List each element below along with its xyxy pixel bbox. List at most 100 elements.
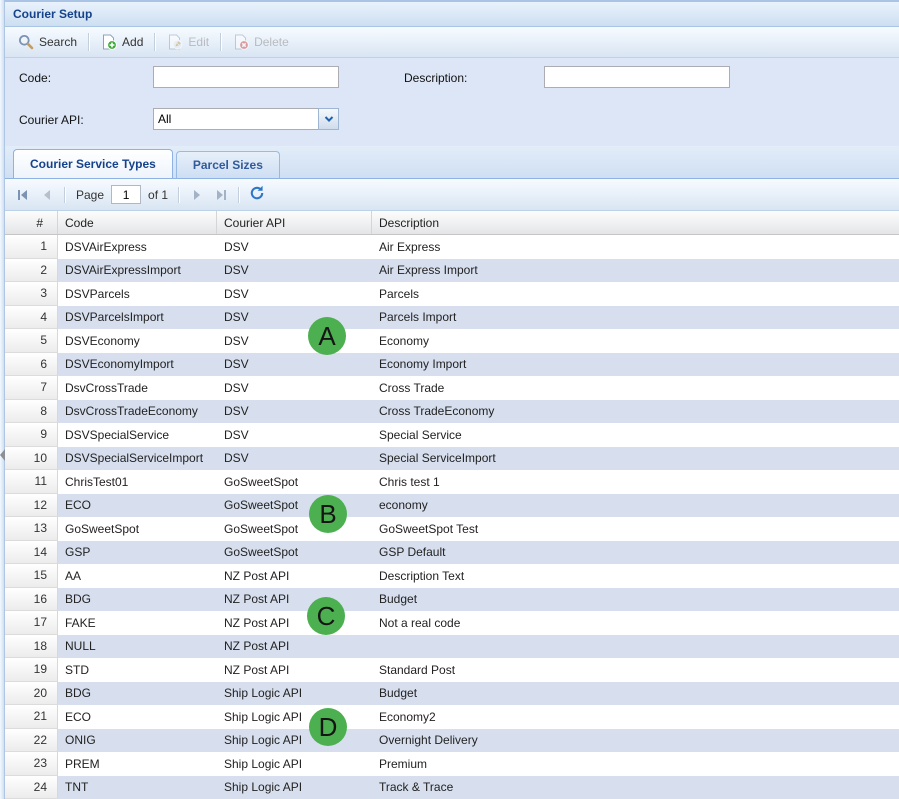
cell-api: Ship Logic API <box>217 729 372 753</box>
refresh-icon <box>249 185 265 204</box>
courier-api-value[interactable] <box>153 108 318 130</box>
page-number-input[interactable] <box>111 185 141 204</box>
description-input[interactable] <box>544 66 730 88</box>
cell-desc: Air Express Import <box>372 259 899 283</box>
cell-desc: Economy Import <box>372 353 899 377</box>
cell-rownum: 12 <box>5 494 58 518</box>
cell-code: NULL <box>58 635 217 659</box>
table-row[interactable]: 6DSVEconomyImportDSVEconomy Import <box>5 353 899 377</box>
column-header-description[interactable]: Description <box>372 211 899 234</box>
table-row[interactable]: 14GSPGoSweetSpotGSP Default <box>5 541 899 565</box>
table-row[interactable]: 16BDGNZ Post APIBudget <box>5 588 899 612</box>
chevron-down-icon <box>324 112 334 126</box>
delete-button: Delete <box>226 31 296 53</box>
column-header-courier-api[interactable]: Courier API <box>217 211 372 234</box>
page-of-label: of 1 <box>148 188 168 202</box>
table-row[interactable]: 8DsvCrossTradeEconomyDSVCross TradeEcono… <box>5 400 899 424</box>
main-toolbar: Search Add Edit <box>5 27 899 58</box>
table-row[interactable]: 20BDGShip Logic APIBudget <box>5 682 899 706</box>
cell-code: ECO <box>58 494 217 518</box>
cell-desc: Special ServiceImport <box>372 447 899 471</box>
table-row[interactable]: 17FAKENZ Post APINot a real code <box>5 611 899 635</box>
table-row[interactable]: 5DSVEconomyDSVEconomy <box>5 329 899 353</box>
code-label: Code: <box>19 71 51 85</box>
cell-desc: Economy2 <box>372 705 899 729</box>
table-row[interactable]: 24TNTShip Logic APITrack & Trace <box>5 776 899 799</box>
annotation-circle-b: B <box>309 495 347 533</box>
cell-rownum: 21 <box>5 705 58 729</box>
cell-api: NZ Post API <box>217 658 372 682</box>
cell-desc: Premium <box>372 752 899 776</box>
cell-desc: Budget <box>372 588 899 612</box>
code-input[interactable] <box>153 66 339 88</box>
table-row[interactable]: 18NULLNZ Post API <box>5 635 899 659</box>
cell-desc: Special Service <box>372 423 899 447</box>
toolbar-separator <box>88 33 90 51</box>
first-page-button[interactable] <box>13 185 33 205</box>
cell-rownum: 6 <box>5 353 58 377</box>
cell-api: Ship Logic API <box>217 752 372 776</box>
panel-titlebar: Courier Setup <box>5 0 899 27</box>
cell-desc: Description Text <box>372 564 899 588</box>
cell-api: DSV <box>217 376 372 400</box>
page-label: Page <box>76 188 104 202</box>
cell-rownum: 10 <box>5 447 58 471</box>
cell-code: DSVSpecialService <box>58 423 217 447</box>
table-row[interactable]: 9DSVSpecialServiceDSVSpecial Service <box>5 423 899 447</box>
next-page-button <box>187 185 207 205</box>
add-button-label: Add <box>122 35 143 49</box>
pager-separator <box>238 187 240 203</box>
pager-separator <box>178 187 180 203</box>
cell-desc: Standard Post <box>372 658 899 682</box>
cell-code: DSVEconomyImport <box>58 353 217 377</box>
cell-rownum: 23 <box>5 752 58 776</box>
tab-parcel-sizes[interactable]: Parcel Sizes <box>176 151 280 178</box>
cell-desc: Chris test 1 <box>372 470 899 494</box>
search-button[interactable]: Search <box>11 31 84 53</box>
annotation-circle-c: C <box>307 597 345 635</box>
table-row[interactable]: 19STDNZ Post APIStandard Post <box>5 658 899 682</box>
cell-api: NZ Post API <box>217 564 372 588</box>
cell-api: DSV <box>217 400 372 424</box>
table-row[interactable]: 23PREMShip Logic APIPremium <box>5 752 899 776</box>
courier-setup-panel: Courier Setup Search Add <box>5 0 899 799</box>
table-row[interactable]: 3DSVParcelsDSVParcels <box>5 282 899 306</box>
cell-rownum: 22 <box>5 729 58 753</box>
cell-desc <box>372 635 899 659</box>
edit-icon <box>167 34 183 50</box>
cell-rownum: 20 <box>5 682 58 706</box>
column-header-rownum[interactable]: # <box>5 211 58 234</box>
table-row[interactable]: 21ECOShip Logic APIEconomy2 <box>5 705 899 729</box>
table-row[interactable]: 11ChrisTest01GoSweetSpotChris test 1 <box>5 470 899 494</box>
cell-desc: Overnight Delivery <box>372 729 899 753</box>
table-row[interactable]: 7DsvCrossTradeDSVCross Trade <box>5 376 899 400</box>
cell-code: DSVAirExpress <box>58 235 217 259</box>
table-row[interactable]: 22ONIGShip Logic APIOvernight Delivery <box>5 729 899 753</box>
cell-rownum: 3 <box>5 282 58 306</box>
refresh-button[interactable] <box>247 185 267 205</box>
courier-api-select[interactable] <box>153 108 339 130</box>
collapse-handle-icon[interactable] <box>0 449 5 461</box>
cell-code: ChrisTest01 <box>58 470 217 494</box>
cell-desc: economy <box>372 494 899 518</box>
column-header-code[interactable]: Code <box>58 211 217 234</box>
toolbar-separator <box>220 33 222 51</box>
table-row[interactable]: 12ECOGoSweetSpoteconomy <box>5 494 899 518</box>
table-row[interactable]: 15AANZ Post APIDescription Text <box>5 564 899 588</box>
combo-trigger-button[interactable] <box>318 108 339 130</box>
table-row[interactable]: 13GoSweetSpotGoSweetSpotGoSweetSpot Test <box>5 517 899 541</box>
cell-rownum: 17 <box>5 611 58 635</box>
tab-courier-service-types[interactable]: Courier Service Types <box>13 149 173 178</box>
add-button[interactable]: Add <box>94 31 150 53</box>
cell-api: GoSweetSpot <box>217 541 372 565</box>
cell-api: DSV <box>217 447 372 471</box>
cell-rownum: 13 <box>5 517 58 541</box>
cell-desc: Cross TradeEconomy <box>372 400 899 424</box>
table-row[interactable]: 4DSVParcelsImportDSVParcels Import <box>5 306 899 330</box>
cell-code: FAKE <box>58 611 217 635</box>
cell-api: DSV <box>217 235 372 259</box>
cell-api: NZ Post API <box>217 635 372 659</box>
table-row[interactable]: 1DSVAirExpressDSVAir Express <box>5 235 899 259</box>
table-row[interactable]: 10DSVSpecialServiceImportDSVSpecial Serv… <box>5 447 899 471</box>
table-row[interactable]: 2DSVAirExpressImportDSVAir Express Impor… <box>5 259 899 283</box>
